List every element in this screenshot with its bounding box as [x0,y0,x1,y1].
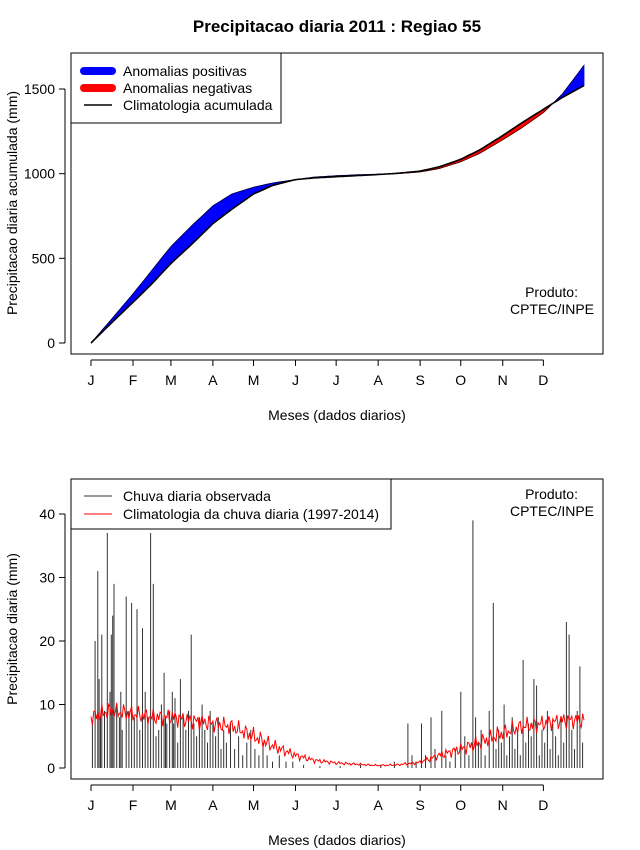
x-tick-label: S [415,372,424,388]
x-tick-label-2: O [455,797,466,813]
legend-label-climatology: Climatologia acumulada [123,97,273,113]
producer-annotation-line2: CPTEC/INPE [510,301,594,317]
producer-annotation-2-line1: Produto: [525,486,578,502]
producer-annotation-2-line2: CPTEC/INPE [510,503,594,519]
x-tick-label-2: A [208,797,218,813]
legend: Anomalias positivas Anomalias negativas … [70,52,282,124]
producer-annotation-line1: Produto: [525,284,578,300]
legend-2: Chuva diaria observada Climatologia da c… [70,478,392,530]
observed-bars [91,520,584,768]
x-tick-label-2: M [248,797,260,813]
legend-label-positive: Anomalias positivas [123,63,247,79]
x-tick-label: O [455,372,466,388]
y-tick-label-2: 0 [47,760,55,776]
x-tick-label-2: D [538,797,548,813]
x-tick-label: J [88,372,95,388]
x-tick-label-2: F [129,797,138,813]
chart-title: Precipitacao diaria 2011 : Regiao 55 [193,17,481,36]
y-tick-label-2: 10 [39,697,55,713]
y-tick-label-2: 20 [39,633,55,649]
x-tick-label-2: J [333,797,340,813]
x-tick-label: M [165,372,177,388]
observed-cumulative-line [90,65,585,344]
x-tick-label: D [538,372,548,388]
x-tick-label: N [498,372,508,388]
x-tick-label: F [129,372,138,388]
daily-panel: 0 10 20 30 40 J F M A M J J A S O N D Precipitacao diar… [4,478,604,848]
x-tick-label-2: M [165,797,177,813]
y-tick-label: 1500 [24,81,55,97]
legend-label-negative: Anomalias negativas [123,80,252,96]
y-tick-label: 1000 [24,166,55,182]
climatology-daily-line [90,702,585,767]
x-tick-label: A [373,372,383,388]
x-tick-label: J [292,372,299,388]
x-axis-label-2: Meses (dados diarios) [268,832,406,848]
y-tick-label: 0 [47,335,55,351]
cumulative-lines [90,65,585,344]
legend-label-climatology-daily: Climatologia da chuva diaria (1997-2014) [123,506,379,522]
cumulative-panel: 0 500 1000 1500 J F M A M J J A S O N D Precipitacao d… [4,52,604,423]
positive-anomaly-area [90,173,390,344]
y-axis: 0 500 1000 1500 [24,81,66,351]
y-axis-label-2: Precipitacao diaria (mm) [4,553,20,705]
x-tick-label-2: S [415,797,424,813]
x-axis-label: Meses (dados diarios) [268,407,406,423]
plot-frame [70,52,604,355]
y-tick-label: 500 [32,250,56,266]
legend-box-2 [70,478,392,530]
y-axis-2: 0 10 20 30 40 [39,506,66,776]
y-tick-label-2: 30 [39,570,55,586]
x-tick-label: J [333,372,340,388]
x-tick-label-2: J [88,797,95,813]
climatology-line-group [90,702,585,767]
climatology-cumulative-line [90,84,585,344]
y-axis-label: Precipitacao diaria acumulada (mm) [4,91,20,315]
x-tick-label: A [208,372,218,388]
y-tick-label-2: 40 [39,506,55,522]
negative-anomaly-area [388,101,555,175]
x-tick-label: M [248,372,260,388]
x-tick-label-2: N [498,797,508,813]
legend-label-observed: Chuva diaria observada [123,488,271,504]
x-tick-label-2: A [373,797,383,813]
x-tick-label-2: J [292,797,299,813]
